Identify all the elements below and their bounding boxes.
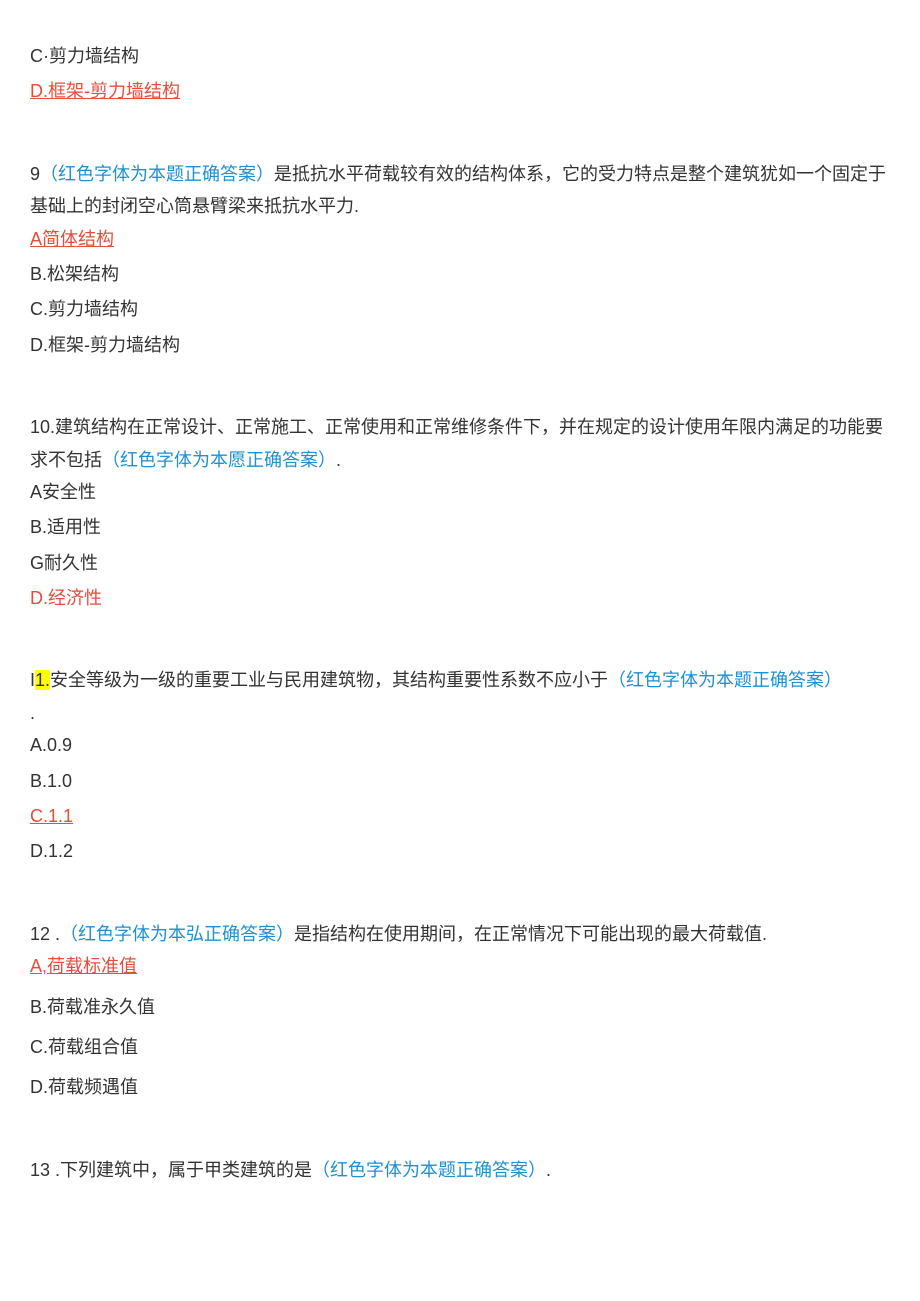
q12-optd-text: D.荷载频遇值 bbox=[30, 1077, 138, 1097]
q13-number: 13 . bbox=[30, 1160, 60, 1180]
q10-punct: . bbox=[336, 450, 341, 470]
q12-optc-text: C.荷载组合值 bbox=[30, 1037, 138, 1057]
q12-option-b: B.荷载准永久值 bbox=[30, 991, 890, 1023]
q11-option-b: B.1.0 bbox=[30, 765, 890, 797]
q10-option-d: D.经济性 bbox=[30, 582, 890, 614]
q13-stem-text: 下列建筑中，属于甲类建筑的是 bbox=[60, 1160, 312, 1180]
q12-number: 12 . bbox=[30, 924, 60, 944]
q10-number: 10. bbox=[30, 417, 55, 437]
q10-hint: （红色字体为本愿正确答案） bbox=[102, 450, 336, 470]
q12-option-d: D.荷载频遇值 bbox=[30, 1071, 890, 1103]
q9-optd-text: D.框架-剪力墙结构 bbox=[30, 335, 180, 355]
q13-stem: 13 .下列建筑中，属于甲类建筑的是（红色字体为本题正确答案）. bbox=[30, 1154, 890, 1186]
q10-option-c: G耐久性 bbox=[30, 547, 890, 579]
q11-option-c: C.1.1 bbox=[30, 800, 890, 832]
q10-optd-text: D.经济性 bbox=[30, 588, 102, 608]
q12-stem-text: 是指结构在使用期间，在正常情况下可能出现的最大荷载值. bbox=[294, 924, 767, 944]
question-8-partial: C·剪力墙结构 D.框架-剪力墙结构 bbox=[30, 40, 890, 108]
question-11: I1.安全等级为一级的重要工业与民用建筑物，其结构重要性系数不应小于（红色字体为… bbox=[30, 664, 890, 867]
q11-optb-text: B.1.0 bbox=[30, 771, 72, 791]
q10-optc-text: G耐久性 bbox=[30, 553, 98, 573]
q9-option-c: C.剪力墙结构 bbox=[30, 293, 890, 325]
q9-option-d: D.框架-剪力墙结构 bbox=[30, 329, 890, 361]
q10-option-b: B.适用性 bbox=[30, 511, 890, 543]
question-9: 9（红色字体为本题正确答案）是抵抗水平荷载较有效的结构体系，它的受力特点是整个建… bbox=[30, 158, 890, 361]
q12-optb-text: B.荷载准永久值 bbox=[30, 997, 155, 1017]
q11-option-a: A.0.9 bbox=[30, 729, 890, 761]
q9-option-b: B.松架结构 bbox=[30, 258, 890, 290]
q11-stem-text: 安全等级为一级的重要工业与民用建筑物，其结构重要性系数不应小于 bbox=[50, 670, 608, 690]
q12-stem: 12 .（红色字体为本弘正确答案）是指结构在使用期间，在正常情况下可能出现的最大… bbox=[30, 918, 890, 950]
q9-option-a: A简体结构 bbox=[30, 223, 890, 255]
q9-stem: 9（红色字体为本题正确答案）是抵抗水平荷载较有效的结构体系，它的受力特点是整个建… bbox=[30, 158, 890, 223]
question-12: 12 .（红色字体为本弘正确答案）是指结构在使用期间，在正常情况下可能出现的最大… bbox=[30, 918, 890, 1104]
q11-hint: （红色字体为本题正确答案） bbox=[608, 670, 842, 690]
q12-opta-text: A,荷载标准值 bbox=[30, 956, 137, 976]
q11-opta-text: A.0.9 bbox=[30, 735, 72, 755]
q9-hint: （红色字体为本题正确答案） bbox=[40, 164, 274, 184]
q8-option-c: C·剪力墙结构 bbox=[30, 40, 890, 72]
q11-option-d: D.1.2 bbox=[30, 835, 890, 867]
question-10: 10.建筑结构在正常设计、正常施工、正常使用和正常维修条件下，并在规定的设计使用… bbox=[30, 411, 890, 614]
q11-punct: . bbox=[30, 703, 35, 723]
q10-optb-text: B.适用性 bbox=[30, 517, 101, 537]
q10-stem: 10.建筑结构在正常设计、正常施工、正常使用和正常维修条件下，并在规定的设计使用… bbox=[30, 411, 890, 476]
q11-stem: I1.安全等级为一级的重要工业与民用建筑物，其结构重要性系数不应小于（红色字体为… bbox=[30, 664, 890, 696]
q11-optc-text: C.1.1 bbox=[30, 806, 73, 826]
q9-number: 9 bbox=[30, 164, 40, 184]
q12-option-c: C.荷载组合值 bbox=[30, 1031, 890, 1063]
q12-hint: （红色字体为本弘正确答案） bbox=[60, 924, 294, 944]
q8-option-d: D.框架-剪力墙结构 bbox=[30, 75, 890, 107]
q9-opta-text: A简体结构 bbox=[30, 229, 114, 249]
q9-optb-text: B.松架结构 bbox=[30, 264, 119, 284]
q11-highlight: 1. bbox=[35, 670, 50, 690]
q8-optd-text: D.框架-剪力墙结构 bbox=[30, 81, 180, 101]
q13-hint: （红色字体为本题正确答案） bbox=[312, 1160, 546, 1180]
q12-option-a: A,荷载标准值 bbox=[30, 950, 890, 982]
q10-opta-text: A安全性 bbox=[30, 482, 96, 502]
question-13: 13 .下列建筑中，属于甲类建筑的是（红色字体为本题正确答案）. bbox=[30, 1154, 890, 1186]
q10-option-a: A安全性 bbox=[30, 476, 890, 508]
q11-optd-text: D.1.2 bbox=[30, 841, 73, 861]
q9-optc-text: C.剪力墙结构 bbox=[30, 299, 138, 319]
q8-optc-text: C·剪力墙结构 bbox=[30, 46, 139, 66]
q13-punct: . bbox=[546, 1160, 551, 1180]
q11-punct-line: . bbox=[30, 697, 890, 729]
